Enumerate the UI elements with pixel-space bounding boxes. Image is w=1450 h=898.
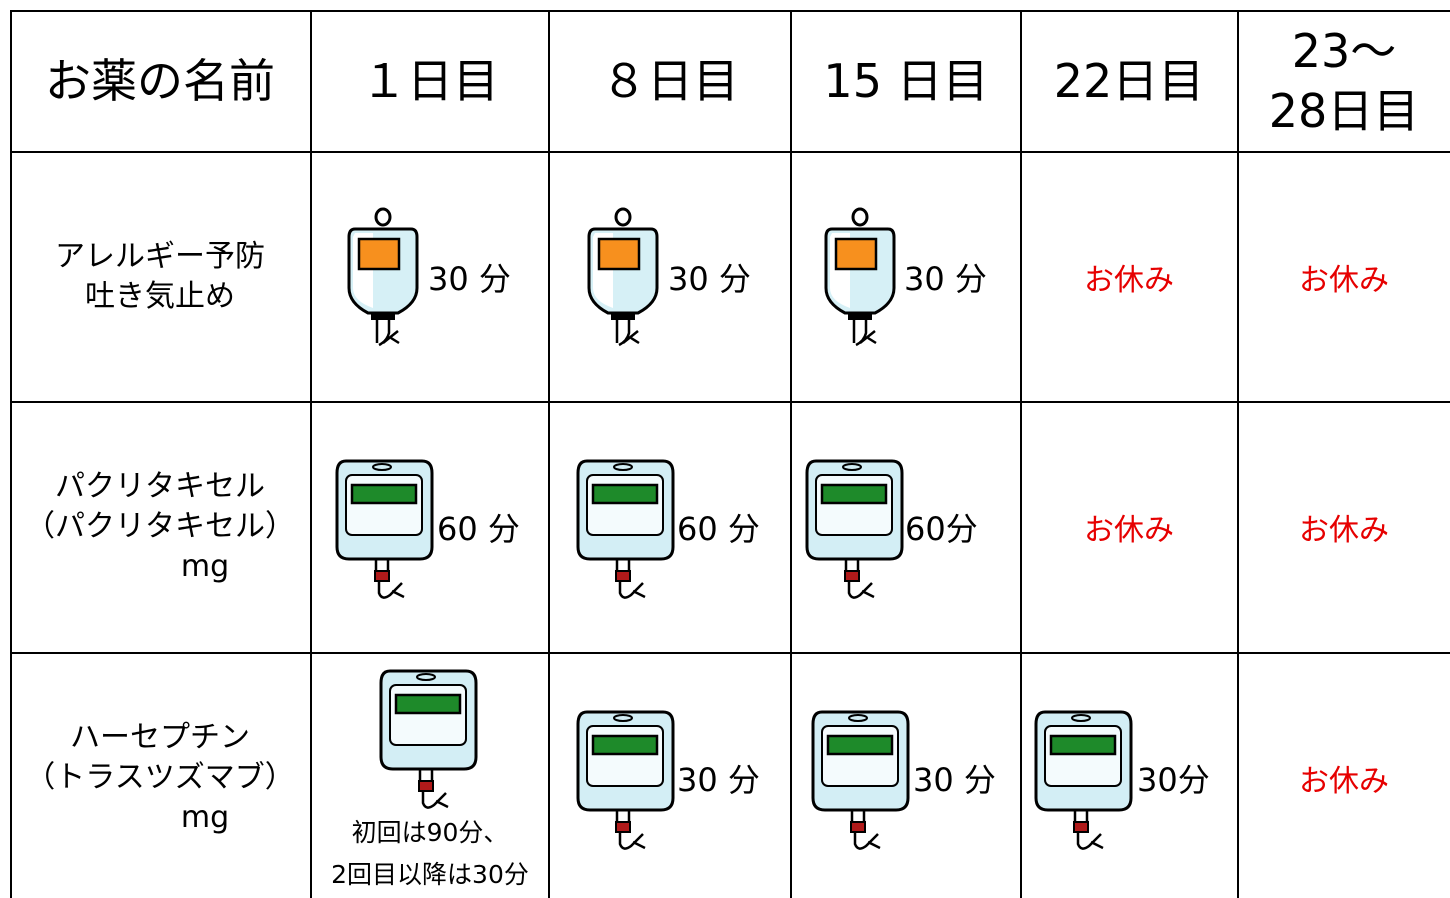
border [1237, 10, 1239, 898]
rest: お休み [1299, 764, 1389, 799]
note-line: 初回は90分、 [351, 818, 509, 847]
duration: 60 分 [677, 510, 760, 548]
border [790, 10, 792, 898]
iv-bag-icon [573, 706, 678, 856]
duration: 30 分 [913, 761, 996, 799]
iv-bag-icon [583, 203, 663, 353]
name-line: （パクリタキセル） [25, 509, 295, 544]
duration-note: 初回は90分、 2回目以降は30分 [331, 812, 529, 896]
iv-bag-icon [332, 455, 437, 605]
duration: 60分 [905, 510, 978, 548]
header-cell: ８日目 [601, 54, 739, 108]
header-line: 23〜 [1291, 24, 1397, 78]
border [1020, 10, 1022, 898]
header-cell: 22日目 [1053, 54, 1205, 108]
drug-name: アレルギー予防 吐き気止め [55, 237, 265, 317]
iv-bag-icon [343, 203, 423, 353]
border [10, 10, 12, 898]
border [10, 151, 1450, 153]
name-line: 吐き気止め [85, 279, 235, 314]
border [10, 10, 1450, 12]
name-line: アレルギー予防 [55, 239, 265, 274]
duration: 30 分 [677, 761, 760, 799]
header-cell: １日目 [361, 54, 499, 108]
border [310, 10, 312, 898]
border [548, 10, 550, 898]
duration: 30 分 [668, 260, 751, 298]
name-line: mg [180, 800, 230, 835]
duration: 30 分 [428, 260, 511, 298]
header-line: 28日目 [1268, 84, 1420, 138]
rest: お休み [1084, 513, 1174, 548]
rest: お休み [1299, 513, 1389, 548]
header-cell: 15 日目 [823, 54, 989, 108]
iv-bag-icon [820, 203, 900, 353]
drug-name: パクリタキセル （パクリタキセル） mg [25, 467, 295, 587]
border [10, 401, 1450, 403]
header-cell: お薬の名前 [45, 54, 275, 108]
rest: お休み [1084, 263, 1174, 298]
iv-bag-icon [376, 665, 481, 815]
iv-bag-icon [808, 706, 913, 856]
iv-bag-icon [573, 455, 678, 605]
border [10, 652, 1450, 654]
name-line: mg [180, 549, 230, 584]
header-cell: 23〜 28日目 [1269, 21, 1420, 141]
duration: 30分 [1137, 761, 1210, 799]
iv-bag-icon [802, 455, 907, 605]
name-line: （トラスツズマブ） [25, 760, 295, 795]
iv-bag-icon [1031, 706, 1136, 856]
note-line: 2回目以降は30分 [331, 860, 529, 889]
duration: 60 分 [437, 510, 520, 548]
drug-name: ハーセプチン （トラスツズマブ） mg [25, 718, 294, 838]
rest: お休み [1299, 263, 1389, 298]
name-line: ハーセプチン [70, 720, 250, 755]
name-line: パクリタキセル [55, 469, 265, 504]
duration: 30 分 [904, 260, 987, 298]
